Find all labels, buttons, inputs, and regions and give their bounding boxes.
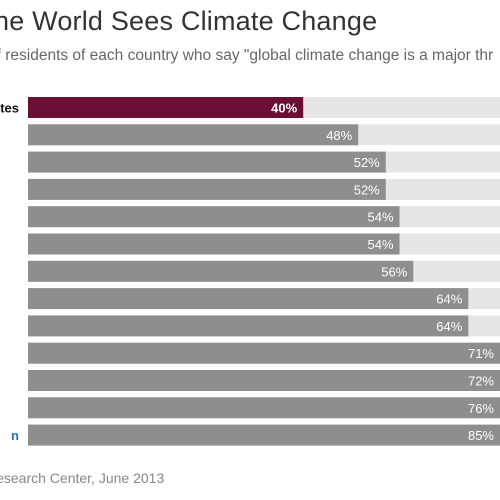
bar [28, 178, 386, 200]
bar-value-label: 64% [436, 292, 462, 307]
bar [28, 397, 500, 419]
bar [28, 260, 414, 282]
bar [28, 124, 359, 146]
source-note: Research Center, June 2013 [0, 470, 165, 486]
bar-value-label: 54% [367, 237, 393, 252]
bar [28, 315, 469, 337]
category-label: tes [0, 101, 19, 116]
bar-value-label: 40% [271, 101, 297, 116]
bar [28, 97, 304, 118]
chart-title: he World Sees Climate Change [0, 6, 378, 36]
bar [28, 370, 500, 391]
bar-value-label: 56% [381, 264, 407, 279]
bar [28, 424, 500, 446]
bar [28, 206, 400, 228]
bar-value-label: 85% [468, 428, 494, 443]
chart-subtitle-line-1: of residents of each country who say "gl… [0, 47, 494, 64]
bar-value-label: 48% [326, 128, 352, 143]
bar [28, 151, 386, 173]
bar-value-label: 72% [468, 374, 494, 389]
bar [28, 233, 400, 255]
bar-value-label: 76% [468, 401, 494, 416]
category-label: n [11, 428, 19, 443]
bar [28, 288, 469, 310]
bar [28, 342, 500, 364]
bar-value-label: 64% [436, 319, 462, 334]
bar-value-label: 71% [468, 346, 494, 361]
bar-value-label: 52% [354, 182, 380, 197]
bar-value-label: 54% [367, 210, 393, 225]
bar-value-label: 52% [354, 155, 380, 170]
